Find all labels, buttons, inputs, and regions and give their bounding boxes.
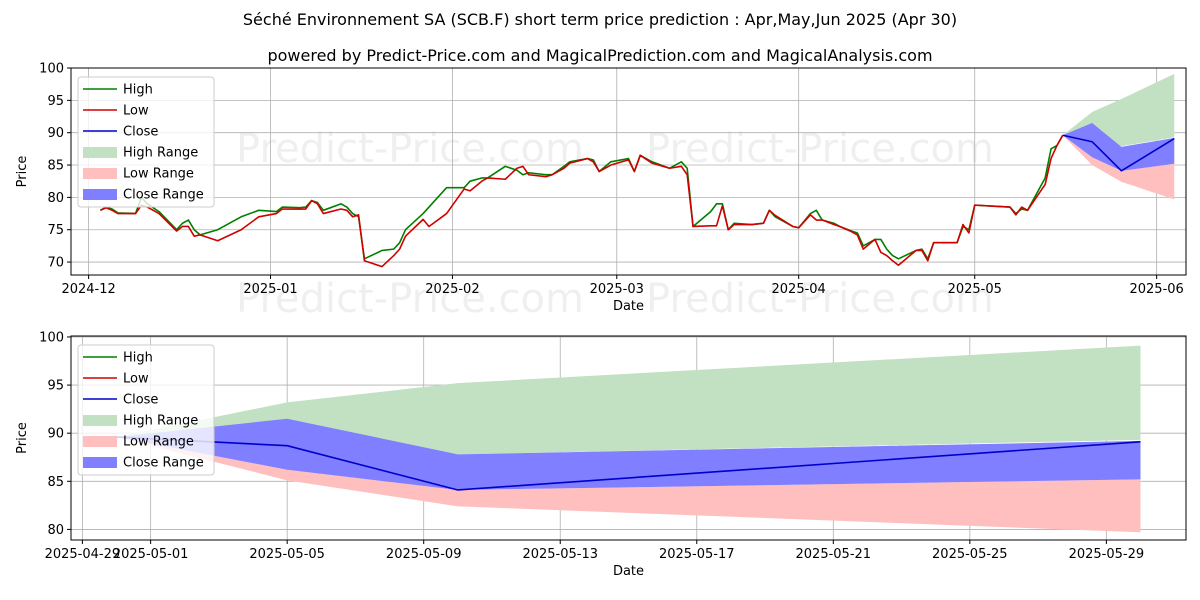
legend-label: Close bbox=[123, 125, 158, 140]
close-range-band bbox=[1062, 122, 1175, 171]
y-tick-label: 70 bbox=[47, 256, 64, 271]
x-tick-label: 2025-05-09 bbox=[386, 547, 462, 562]
y-tick-label: 95 bbox=[47, 379, 64, 394]
close-series-line bbox=[1062, 134, 1175, 172]
x-tick-label: 2025-06 bbox=[1129, 282, 1183, 297]
chart-panel-2: Predict-Price.com2025-04-292025-05-01202… bbox=[15, 330, 1187, 579]
x-tick-label: 2025-04 bbox=[772, 282, 826, 297]
y-tick-label: 85 bbox=[47, 475, 64, 490]
watermark-text: Predict-Price.com bbox=[646, 276, 994, 322]
high-range-band bbox=[116, 345, 1141, 455]
legend-swatch bbox=[83, 415, 117, 426]
legend-swatch bbox=[83, 147, 117, 158]
legend: High Low Close High Range Low Range Close Ran… bbox=[77, 76, 215, 208]
x-tick-label: 2024-12 bbox=[61, 282, 115, 297]
y-tick-label: 75 bbox=[47, 223, 64, 238]
x-tick-label: 2025-05-21 bbox=[796, 547, 872, 562]
legend-label: Close Range bbox=[123, 456, 204, 471]
chart-subtitle: powered by Predict-Price.com and Magical… bbox=[267, 46, 933, 65]
legend-swatch bbox=[83, 436, 117, 447]
x-tick-label: 2025-04-29 bbox=[45, 547, 121, 562]
y-tick-label: 80 bbox=[47, 523, 64, 538]
x-tick-label: 2025-05-29 bbox=[1069, 547, 1145, 562]
x-tick-label: 2025-01 bbox=[243, 282, 297, 297]
y-tick-label: 100 bbox=[39, 62, 64, 77]
low-range-band bbox=[1062, 135, 1175, 200]
x-tick-label: 2025-05-17 bbox=[659, 547, 735, 562]
legend-swatch bbox=[83, 189, 117, 200]
legend-label: Close Range bbox=[123, 188, 204, 203]
watermark-text: Predict-Price.com bbox=[236, 276, 584, 322]
x-axis-label: Date bbox=[613, 299, 644, 314]
legend-label: Close bbox=[123, 393, 158, 408]
y-tick-label: 85 bbox=[47, 159, 64, 174]
low-series-line bbox=[100, 134, 1064, 268]
x-tick-label: 2025-05-13 bbox=[522, 547, 598, 562]
y-tick-label: 80 bbox=[47, 191, 64, 206]
legend-label: High Range bbox=[123, 414, 198, 429]
legend-swatch bbox=[83, 168, 117, 179]
low-range-band bbox=[116, 437, 1141, 533]
legend-label: Low bbox=[123, 104, 149, 119]
y-tick-label: 95 bbox=[47, 94, 64, 109]
y-tick-label: 100 bbox=[39, 330, 64, 345]
legend-label: Low bbox=[123, 372, 149, 387]
x-tick-label: 2025-02 bbox=[425, 282, 479, 297]
y-axis-label: Price bbox=[15, 156, 30, 188]
x-tick-label: 2025-05-01 bbox=[113, 547, 189, 562]
chart-panel-1: Predict-Price.com Predict-Price.com Predic… bbox=[15, 62, 1187, 322]
x-tick-label: 2025-03 bbox=[590, 282, 644, 297]
x-tick-label: 2025-05 bbox=[948, 282, 1002, 297]
legend-label: Low Range bbox=[123, 167, 194, 182]
plot-frame bbox=[70, 67, 1187, 276]
legend-label: High bbox=[123, 351, 153, 366]
y-axis-label: Price bbox=[15, 422, 30, 454]
plot-area bbox=[71, 68, 1186, 275]
legend-label: High Range bbox=[123, 146, 198, 161]
chart-title: Séché Environnement SA (SCB.F) short ter… bbox=[242, 10, 958, 29]
y-tick-label: 90 bbox=[47, 126, 64, 141]
x-axis-label: Date bbox=[613, 564, 644, 579]
watermark-text: Predict-Price.com bbox=[236, 126, 584, 172]
legend-swatch bbox=[83, 457, 117, 468]
watermark-text: Predict-Price.com bbox=[646, 126, 994, 172]
legend: High Low Close High Range Low Range Close Ran… bbox=[77, 344, 215, 476]
legend-label: Low Range bbox=[123, 435, 194, 450]
y-tick-label: 90 bbox=[47, 427, 64, 442]
x-tick-label: 2025-05-25 bbox=[932, 547, 1008, 562]
close-range-band bbox=[116, 418, 1141, 490]
plot-frame bbox=[70, 335, 1187, 541]
legend-label: High bbox=[123, 83, 153, 98]
x-tick-label: 2025-05-05 bbox=[249, 547, 325, 562]
